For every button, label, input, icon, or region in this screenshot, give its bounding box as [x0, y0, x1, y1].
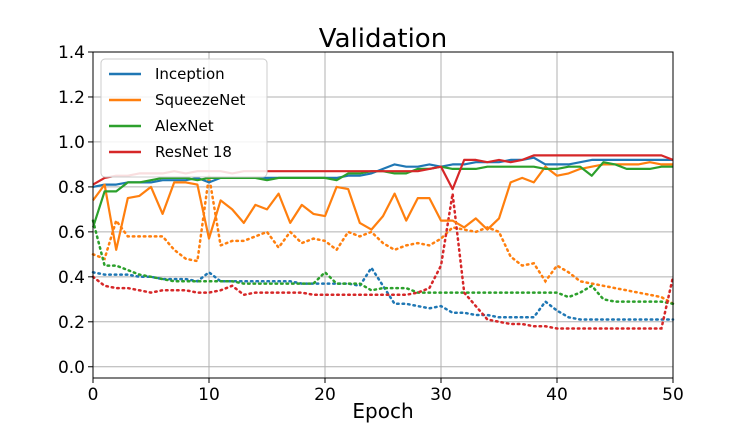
legend-label-inception: Inception — [155, 65, 225, 83]
legend-label-alexnet: AlexNet — [155, 117, 214, 135]
squeezenet-accuracy-line — [92, 161, 673, 251]
resnet-18-loss-line — [91, 193, 675, 330]
y-tick-label: 1.0 — [58, 133, 85, 153]
x-tick-label: 20 — [314, 385, 336, 405]
x-tick-label: 30 — [430, 385, 452, 405]
y-tick-label: 0.2 — [58, 313, 85, 333]
squeezenet-loss-line — [91, 175, 675, 306]
inception-loss-line — [91, 265, 675, 321]
x-axis-label: Epoch — [352, 399, 413, 423]
x-tick-label: 40 — [546, 385, 568, 405]
x-tick-label: 0 — [88, 385, 99, 405]
chart-title: Validation — [319, 24, 447, 54]
plot-frame — [92, 51, 674, 379]
legend-box — [100, 58, 268, 178]
y-tick-label: 0.4 — [58, 268, 85, 288]
x-tick-label: 10 — [198, 385, 220, 405]
series-layer — [91, 154, 675, 330]
y-tick-label: 0.8 — [58, 178, 85, 198]
alexnet-loss-line — [91, 219, 675, 306]
tick-layer: 0 10 20 30 40 50 0.0 0.2 0.4 0.6 0.8 1.0 1.2 1.4 — [58, 43, 684, 405]
y-tick-label: 0.6 — [58, 223, 85, 243]
x-tick-label: 50 — [662, 385, 684, 405]
legend: Inception SqueezeNet AlexNet ResNet 18 — [100, 58, 268, 178]
legend-label-resnet-18: ResNet 18 — [155, 143, 232, 161]
y-tick-label: 1.4 — [58, 43, 85, 63]
y-tick-label: 0.0 — [58, 358, 85, 378]
y-tick-label: 1.2 — [58, 88, 85, 108]
legend-label-squeezenet: SqueezeNet — [155, 91, 246, 109]
